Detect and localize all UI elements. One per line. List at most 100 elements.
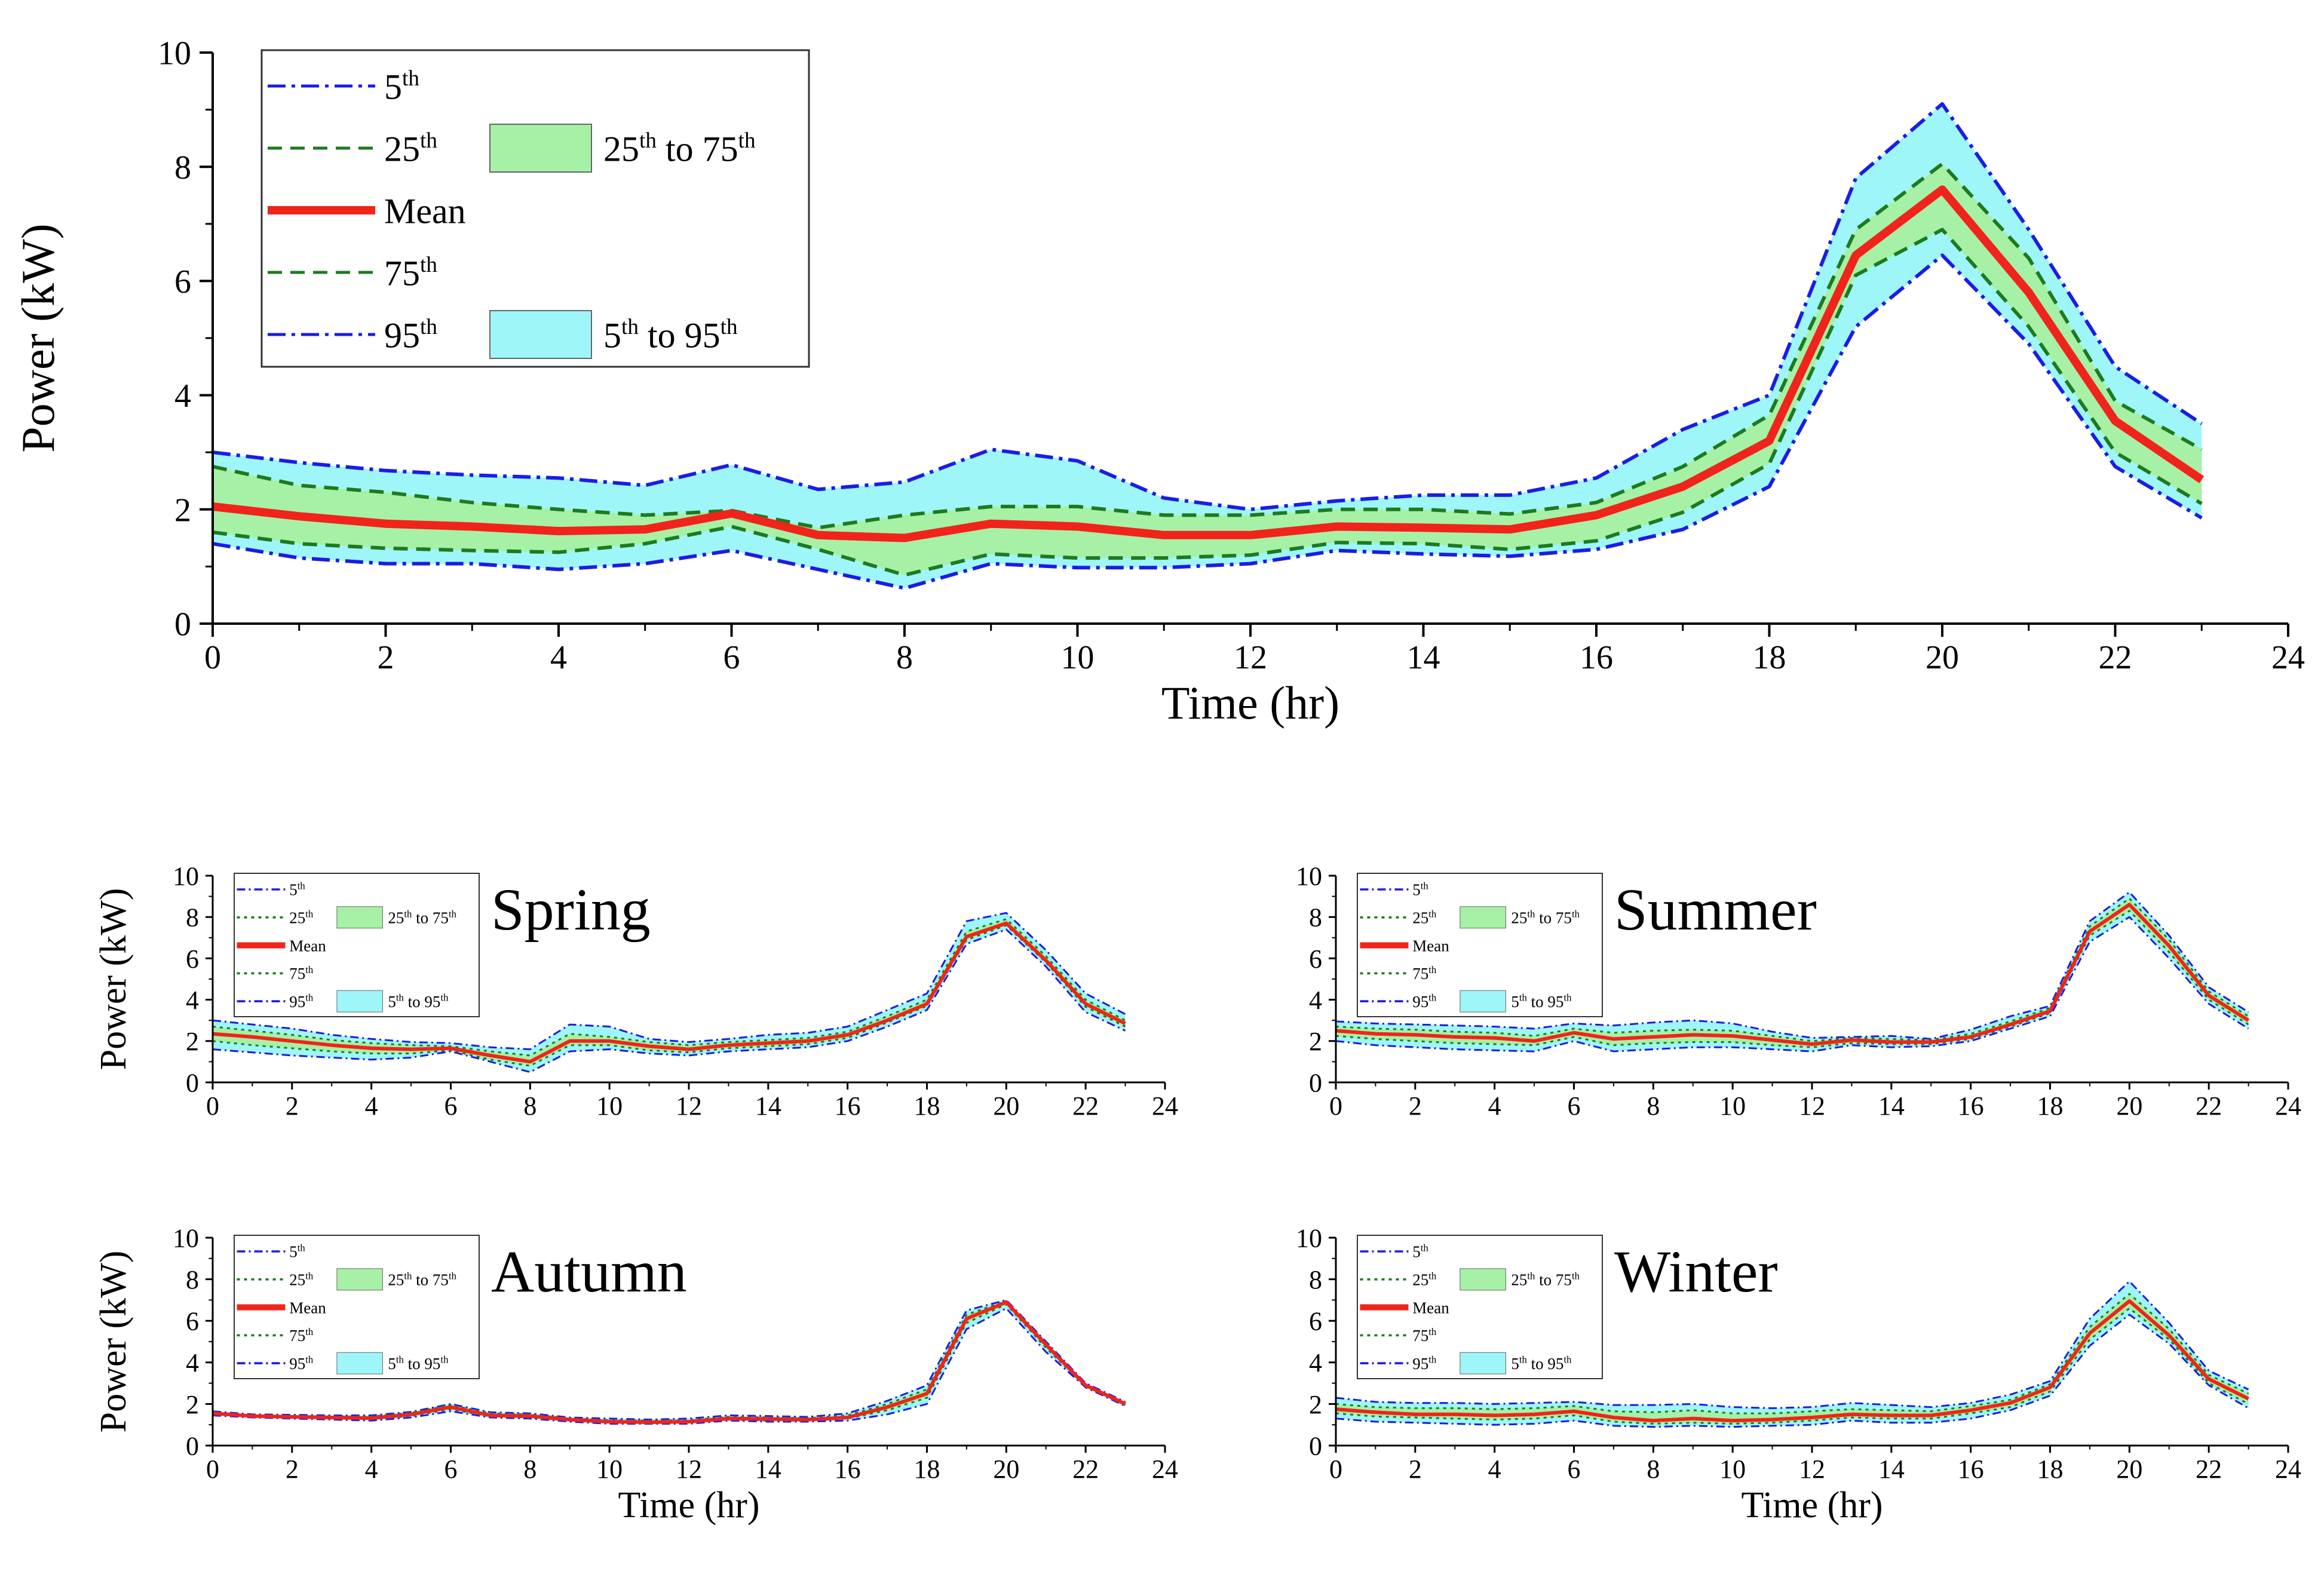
y-tick-label: 8 (174, 149, 191, 186)
x-tick-label: 2 (378, 639, 394, 676)
x-tick-label: 6 (1568, 1091, 1581, 1121)
line-5th (212, 253, 2203, 590)
legend-label-5-95: 5th to 95th (1511, 992, 1572, 1011)
legend-label-p95-sup: th (420, 315, 437, 339)
y-tick-label: 6 (174, 263, 191, 300)
x-tick-label: 24 (1152, 1091, 1178, 1121)
x-tick-label: 16 (835, 1091, 861, 1121)
legend-label-p95: 95th (289, 992, 314, 1011)
y-tick-label: 4 (186, 986, 199, 1015)
x-tick-label: 12 (1234, 639, 1267, 676)
band-25-to-75 (1336, 1294, 2249, 1424)
x-tick-label: 4 (365, 1455, 378, 1484)
x-tick-label: 22 (2196, 1455, 2222, 1484)
legend-label-p25-sup: th (420, 128, 437, 153)
y-tick-label: 0 (1309, 1068, 1322, 1097)
legend-label-5-95-sup2: th (440, 992, 449, 1004)
x-tick-label: 24 (1152, 1455, 1178, 1484)
y-tick-label: 4 (1309, 986, 1322, 1015)
line-25th (1335, 1307, 2249, 1425)
legend-label-25-75-sup2: th (449, 1270, 457, 1281)
x-tick-label: 0 (206, 1455, 219, 1484)
x-tick-label: 18 (2037, 1091, 2064, 1121)
legend-label-p75-sup: th (1428, 964, 1437, 975)
legend-label-25-75: 25th to 75th (388, 1270, 456, 1288)
x-tick-label: 22 (1072, 1455, 1099, 1484)
legend-label-25-75: 25th to 75th (1511, 1270, 1580, 1288)
x-tick-label: 8 (1647, 1091, 1660, 1121)
legend-label-25-75-base: 25 (1511, 909, 1527, 927)
legend-label-5-95-base: 5 (1511, 1355, 1519, 1373)
legend-label-p5: 5th (1412, 880, 1428, 898)
legend-label-p95: 95th (1412, 992, 1437, 1011)
x-tick-label: 12 (1799, 1091, 1825, 1121)
legend-label-p95-base: 95 (1412, 1355, 1428, 1373)
legend-swatch-5-95 (1460, 990, 1506, 1012)
y-tick-label: 2 (1309, 1390, 1322, 1419)
chart-title: Autumn (491, 1238, 687, 1305)
legend-label-p25: 25th (289, 1270, 314, 1288)
legend-label-p5-sup: th (298, 880, 306, 891)
y-tick-label: 4 (174, 378, 191, 415)
x-tick-label: 16 (835, 1455, 861, 1484)
x-tick-label: 4 (1488, 1091, 1501, 1121)
x-tick-label: 20 (993, 1091, 1019, 1121)
x-tick-label: 4 (365, 1091, 378, 1121)
legend-label-mean: Mean (289, 1299, 326, 1317)
legend-label-p75-base: 75 (289, 1327, 305, 1345)
x-tick-label: 6 (444, 1091, 458, 1121)
x-tick-label: 10 (1061, 639, 1094, 676)
legend-label-p75-sup: th (305, 1326, 314, 1337)
chart-summer: 0 2 4 6 8 10 12 14 16 18 20 22 240246810Summer5th25t… (1296, 861, 2301, 1120)
legend-label-p75-base: 75 (1412, 965, 1428, 983)
y-tick-label: 2 (1309, 1027, 1322, 1056)
line-95th (212, 1299, 1126, 1420)
x-tick-label: 18 (2037, 1455, 2064, 1484)
y-tick-label: 4 (186, 1348, 199, 1377)
y-tick-label: 0 (186, 1431, 199, 1460)
legend-label-p95: 95th (384, 315, 437, 355)
y-tick-label: 6 (1309, 944, 1322, 974)
legend-label-5-95-sup2: th (440, 1354, 449, 1366)
line-75th (1335, 897, 2249, 1042)
x-tick-label: 22 (2196, 1091, 2222, 1121)
y-tick-label: 10 (158, 35, 191, 72)
legend-label-p95-base: 95 (384, 316, 420, 355)
legend-label-p5-base: 5 (384, 67, 402, 107)
legend-label-25-75-sup2: th (738, 128, 756, 153)
x-axis-label: Time (hr) (618, 1485, 759, 1526)
x-tick-label: 24 (2271, 639, 2305, 676)
legend-label-p5-base: 5 (1412, 881, 1421, 899)
x-tick-label: 24 (2275, 1091, 2301, 1121)
legend-label-p25-base: 25 (289, 909, 305, 927)
legend-label-p95-sup: th (1428, 992, 1437, 1004)
legend-label-25-75-rest: to 75 (1535, 909, 1572, 927)
legend-label-p75: 75th (1412, 1326, 1437, 1345)
legend-label-25-75-sup: th (639, 128, 657, 153)
legend-label-5-95-rest: to 95 (1527, 993, 1564, 1011)
y-axis-label: Power (kW) (12, 223, 64, 452)
x-tick-label: 12 (676, 1455, 702, 1484)
legend-label-5-95-sup: th (1519, 992, 1528, 1004)
legend-label-p75-base: 75 (1412, 1327, 1428, 1345)
x-tick-label: 18 (914, 1091, 940, 1121)
line-75th (212, 162, 2203, 530)
line-mean (212, 185, 2205, 542)
x-tick-label: 0 (206, 1091, 219, 1121)
legend-swatch-25-75 (1460, 1268, 1506, 1291)
legend-label-5-95-sup: th (396, 992, 404, 1004)
legend-label-p95-sup: th (305, 992, 314, 1004)
legend-label-mean: Mean (384, 192, 466, 231)
y-tick-label: 2 (174, 492, 191, 529)
line-mean (1335, 903, 2250, 1046)
legend-label-p95-sup: th (1428, 1354, 1437, 1366)
legend-label-p95-base: 95 (1412, 993, 1428, 1011)
x-tick-label: 18 (914, 1455, 940, 1484)
x-tick-label: 8 (523, 1455, 536, 1484)
legend-label-5-95-base: 5 (388, 1355, 396, 1373)
